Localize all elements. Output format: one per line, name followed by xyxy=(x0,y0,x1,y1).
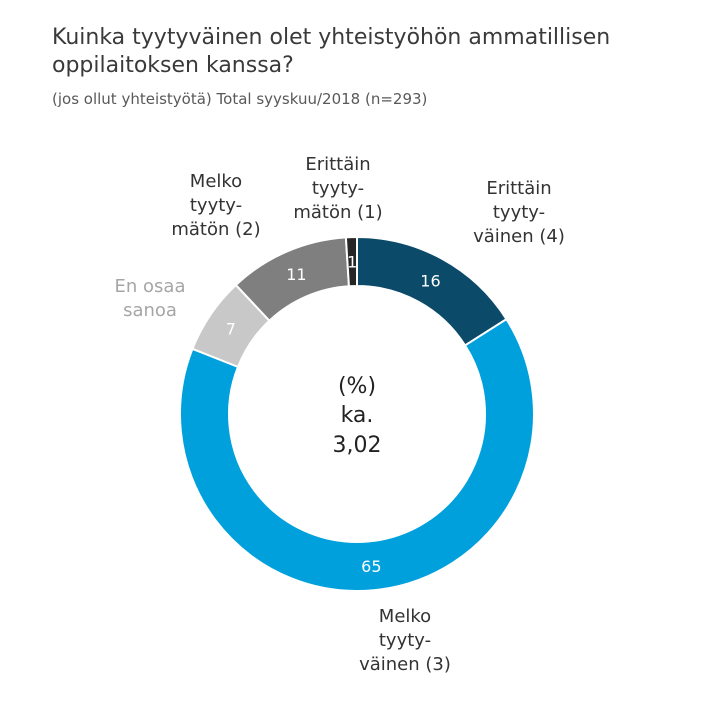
center-unit: (%) xyxy=(338,374,376,399)
slice-value-label: 1 xyxy=(347,253,357,272)
slice-value-label: 65 xyxy=(361,557,381,576)
slice-category-label: Erittäin tyyty-mätön (1) xyxy=(293,154,382,223)
slice-value-label: 16 xyxy=(420,271,440,290)
slice-value-label: 7 xyxy=(226,319,236,338)
slice-category-label: Melko tyyty-väinen (3) xyxy=(359,606,451,675)
donut-slice xyxy=(344,235,358,288)
center-mean-label: ka. xyxy=(341,403,374,428)
slice-category-label: Erittäin tyyty-väinen (4) xyxy=(473,178,565,247)
chart-title: Kuinka tyytyväinen olet yhteistyöhön amm… xyxy=(52,25,611,78)
slice-category-label: Melko tyyty-mätön (2) xyxy=(171,171,260,240)
donut-slice xyxy=(356,235,508,347)
donut-slice xyxy=(179,317,535,592)
slice-value-label: 11 xyxy=(286,265,306,284)
slice-category-label: En osaa sanoa xyxy=(115,276,186,321)
center-mean-value: 3,02 xyxy=(333,433,382,458)
chart-subtitle: (jos ollut yhteistyötä) Total syyskuu/20… xyxy=(52,90,428,108)
